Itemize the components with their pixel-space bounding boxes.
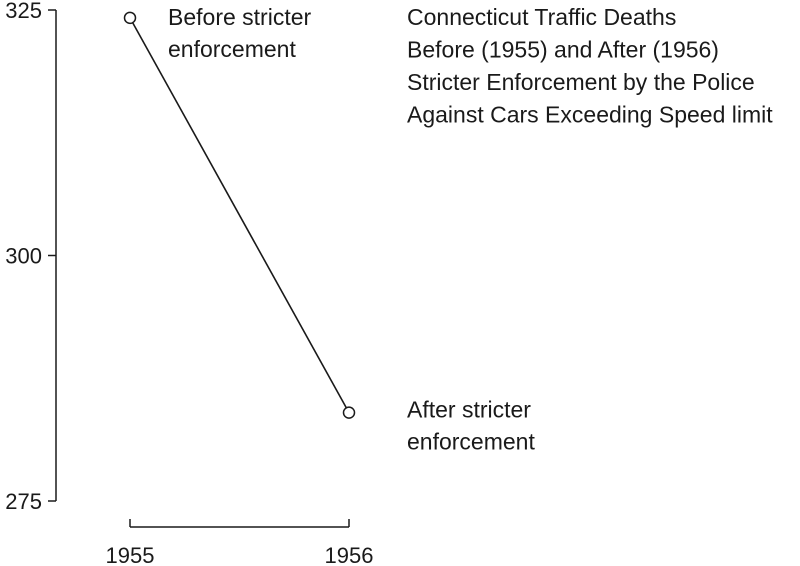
chart-title-line: Stricter Enforcement by the Police [407,69,755,95]
series-line [129,17,350,414]
data-point [342,406,356,419]
y-tick-label: 275 [5,489,42,514]
annotation-label: Before stricter enforcement [168,4,311,62]
x-tick-label: 1955 [106,543,155,566]
annotation-line: Before stricter [168,4,311,30]
chart-title: Connecticut Traffic Deaths Before (1955) … [407,4,773,128]
plot-area [123,11,356,419]
y-tick-label: 300 [5,244,42,269]
chart-title-line: Against Cars Exceeding Speed limit [407,102,773,128]
annotation-line: After stricter [407,397,531,423]
chart-title-line: Connecticut Traffic Deaths [407,4,676,30]
annotation-line: enforcement [168,36,296,62]
y-tick-label: 325 [5,0,42,23]
annotation-line: enforcement [407,429,535,455]
chart-title-line: Before (1955) and After (1956) [407,37,719,63]
x-axis: 1955 1956 [106,519,374,566]
annotation-label: After stricter enforcement [407,397,535,455]
data-point [123,11,137,25]
x-tick-label: 1956 [325,543,374,566]
y-axis: 325 300 275 [5,0,57,514]
